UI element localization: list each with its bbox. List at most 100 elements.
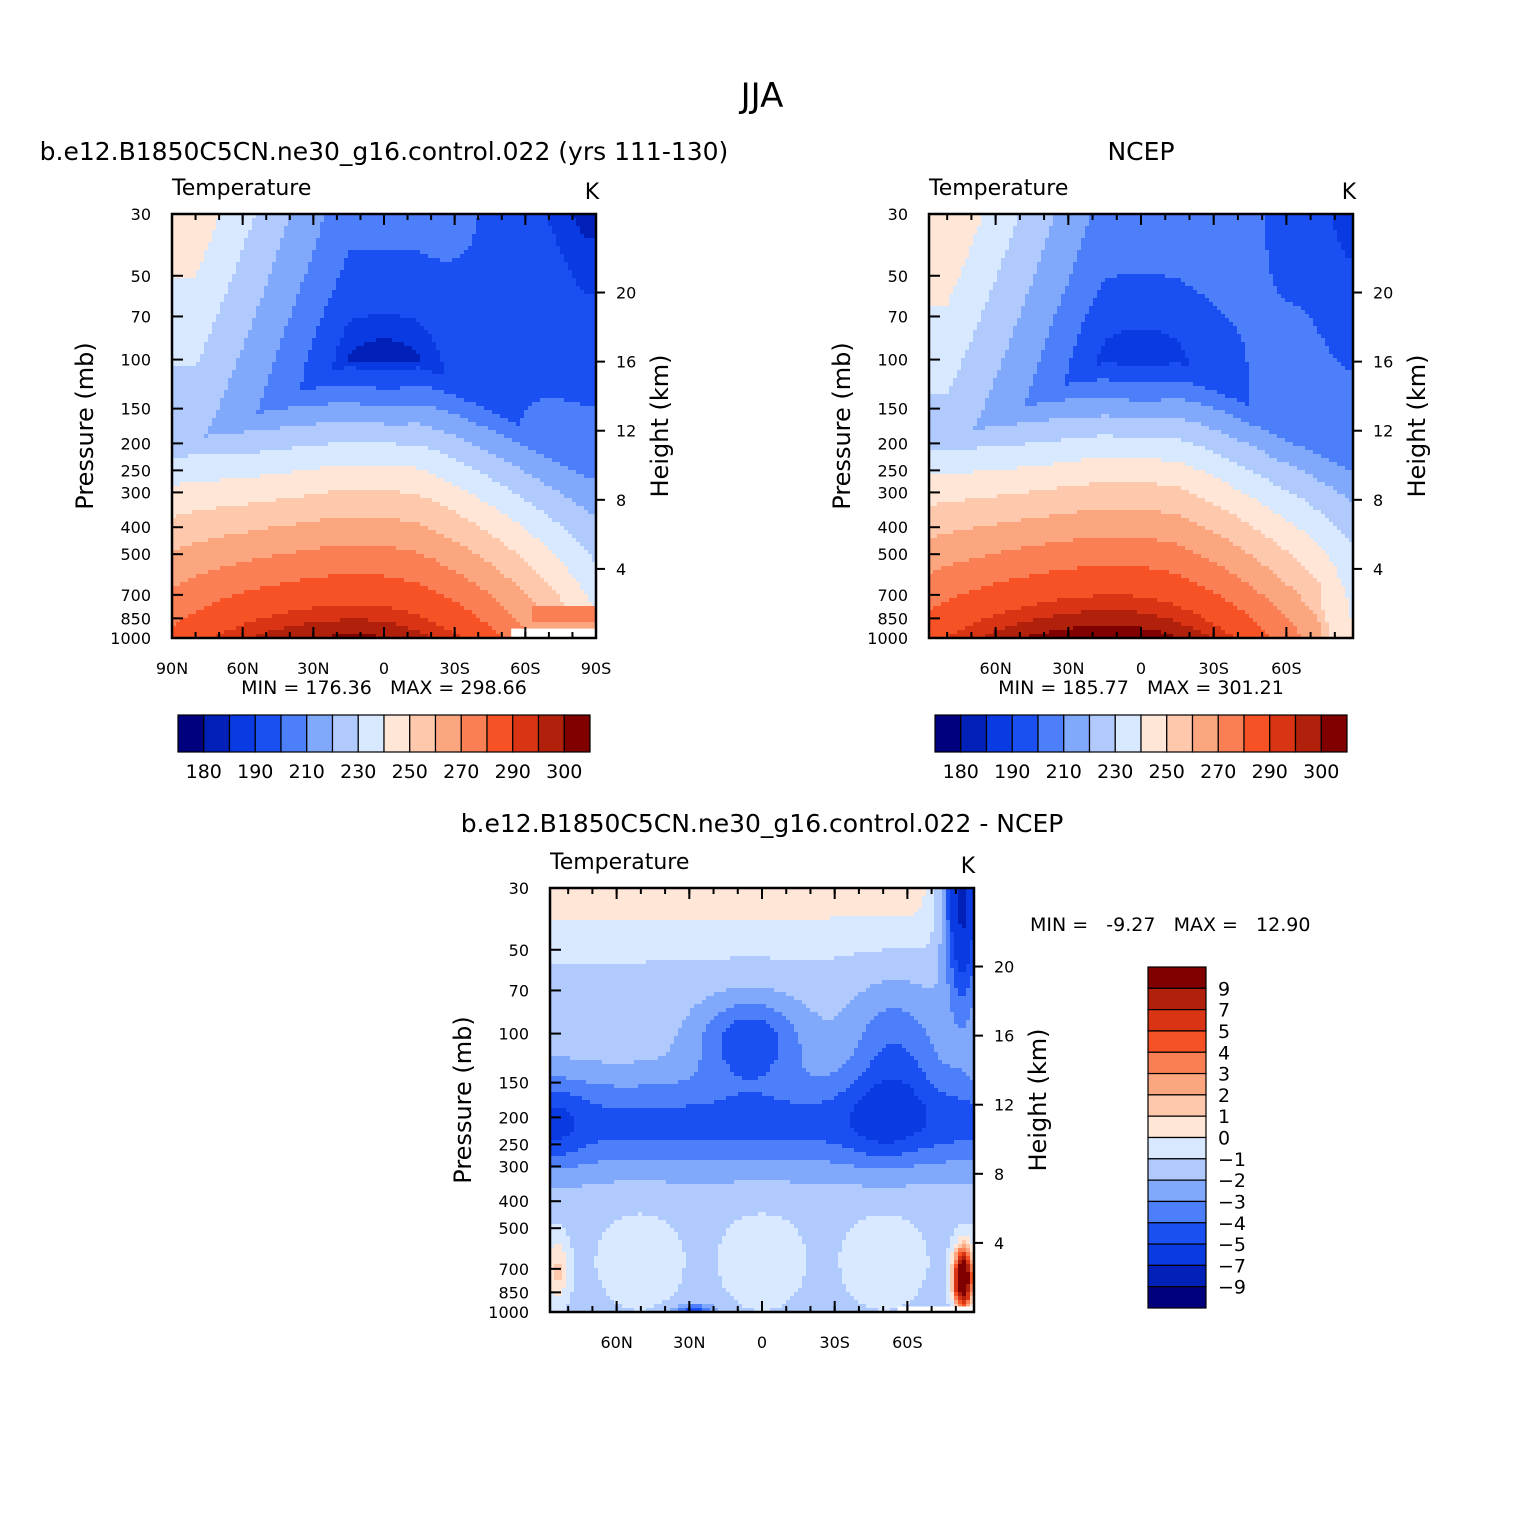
contour-cell: [256, 238, 261, 243]
contour-cell: [292, 390, 297, 395]
contour-cell: [332, 346, 337, 351]
contour-cell: [536, 366, 541, 371]
contour-cell: [268, 306, 273, 311]
contour-cell: [212, 278, 217, 283]
contour-cell: [384, 254, 389, 259]
contour-cell: [328, 318, 333, 323]
contour-cell: [368, 362, 373, 367]
contour-cell: [564, 302, 569, 307]
contour-cell: [196, 382, 201, 387]
contour-cell: [568, 238, 573, 243]
contour-cell: [532, 214, 537, 219]
contour-cell: [576, 338, 581, 343]
contour-cell: [304, 338, 309, 343]
contour-cell: [364, 234, 369, 239]
contour-cell: [364, 362, 369, 367]
contour-cell: [448, 318, 453, 323]
contour-cell: [192, 350, 197, 355]
contour-cell: [180, 226, 185, 231]
contour-cell: [272, 394, 277, 399]
contour-cell: [360, 250, 365, 255]
contour-cell: [544, 218, 549, 223]
contour-cell: [184, 362, 189, 367]
contour-cell: [456, 378, 461, 383]
contour-cell: [172, 258, 177, 263]
contour-cell: [304, 230, 309, 235]
contour-cell: [320, 278, 325, 283]
contour-cell: [204, 262, 209, 267]
contour-cell: [468, 326, 473, 331]
contour-cell: [520, 318, 525, 323]
contour-cell: [196, 234, 201, 239]
contour-cell: [436, 394, 441, 399]
contour-cell: [584, 370, 589, 375]
contour-cell: [248, 226, 253, 231]
contour-cell: [340, 222, 345, 227]
contour-cell: [456, 314, 461, 319]
contour-cell: [416, 330, 421, 335]
contour-cell: [220, 294, 225, 299]
contour-cell: [264, 266, 269, 271]
contour-cell: [248, 282, 253, 287]
contour-cell: [392, 346, 397, 351]
contour-cell: [432, 350, 437, 355]
contour-cell: [576, 258, 581, 263]
contour-cell: [592, 394, 596, 399]
contour-cell: [540, 310, 545, 315]
contour-cell: [452, 370, 457, 375]
contour-cell: [220, 234, 225, 239]
contour-cell: [396, 298, 401, 303]
contour-cell: [212, 258, 217, 263]
contour-cell: [172, 286, 177, 291]
contour-cell: [404, 230, 409, 235]
contour-cell: [324, 262, 329, 267]
contour-cell: [544, 234, 549, 239]
contour-cell: [564, 282, 569, 287]
contour-cell: [384, 226, 389, 231]
contour-cell: [448, 250, 453, 255]
contour-cell: [284, 230, 289, 235]
contour-cell: [440, 366, 445, 371]
contour-cell: [412, 390, 417, 395]
contour-cell: [304, 266, 309, 271]
contour-cell: [312, 286, 317, 291]
contour-cell: [420, 386, 425, 391]
contour-cell: [524, 254, 529, 259]
contour-cell: [328, 238, 333, 243]
contour-cell: [352, 242, 357, 247]
contour-cell: [536, 226, 541, 231]
contour-cell: [576, 214, 581, 219]
contour-cell: [428, 230, 433, 235]
contour-cell: [512, 338, 517, 343]
contour-cell: [324, 282, 329, 287]
contour-cell: [244, 222, 249, 227]
contour-cell: [528, 290, 533, 295]
contour-cell: [580, 310, 585, 315]
contour-cell: [552, 274, 557, 279]
contour-cell: [208, 374, 213, 379]
contour-cell: [224, 274, 229, 279]
contour-cell: [240, 250, 245, 255]
contour-cell: [452, 282, 457, 287]
contour-cell: [536, 294, 541, 299]
contour-cell: [336, 250, 341, 255]
contour-cell: [204, 310, 209, 315]
contour-cell: [508, 354, 513, 359]
contour-cell: [376, 342, 381, 347]
contour-cell: [228, 338, 233, 343]
contour-cell: [352, 390, 357, 395]
contour-cell: [452, 386, 457, 391]
contour-cell: [396, 310, 401, 315]
contour-cell: [492, 326, 497, 331]
contour-cell: [560, 242, 565, 247]
contour-cell: [584, 386, 589, 391]
contour-cell: [192, 394, 197, 399]
contour-cell: [388, 398, 393, 403]
contour-cell: [336, 334, 341, 339]
contour-cell: [368, 382, 373, 387]
contour-cell: [196, 274, 201, 279]
contour-cell: [248, 314, 253, 319]
contour-cell: [232, 370, 237, 375]
contour-cell: [356, 234, 361, 239]
contour-cell: [480, 350, 485, 355]
